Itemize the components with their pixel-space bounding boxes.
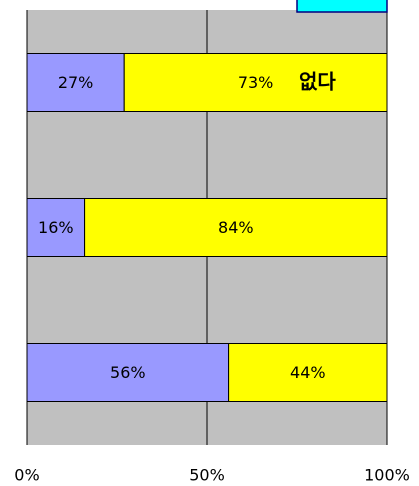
data-label: 27% [58,73,94,92]
data-label: 73% [238,73,274,92]
data-label: 16% [38,218,74,237]
bar-segment [26,343,230,402]
x-tick-label: 50% [189,466,225,485]
legend-box [296,0,388,13]
x-tick-label: 0% [14,466,39,485]
bars [26,53,388,402]
data-label: 56% [110,363,146,382]
x-tick-label: 100% [364,466,410,485]
data-label: 84% [218,218,254,237]
bar-segment [84,198,388,257]
bar-segment [123,53,388,112]
bar-segment [26,53,125,112]
data-label: 44% [290,363,326,382]
bar-segment [228,343,388,402]
annotation: 없다 [299,70,336,94]
